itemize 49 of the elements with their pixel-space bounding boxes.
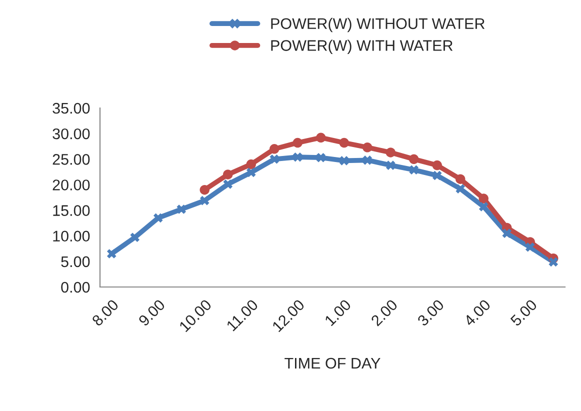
point xyxy=(409,165,419,175)
x-axis-title: TIME OF DAY xyxy=(284,358,380,369)
point xyxy=(223,180,233,189)
legend-label: POWER(W) WITH WATER xyxy=(271,40,453,54)
point xyxy=(246,168,256,178)
x-tick-label: 5.00 xyxy=(510,298,538,327)
legend-label: POWER(W) WITHOUT WATER xyxy=(271,18,485,32)
x-tick-label: 4.00 xyxy=(463,298,492,327)
y-tick-label: 0.00 xyxy=(61,282,90,293)
x-tick-label: 9.00 xyxy=(138,298,166,327)
point xyxy=(106,249,116,258)
point xyxy=(409,154,419,164)
y-tick-label: 25.00 xyxy=(52,154,90,165)
point xyxy=(292,138,302,148)
point xyxy=(432,160,442,170)
point xyxy=(525,242,535,252)
y-tick-label: 15.00 xyxy=(53,205,90,216)
point xyxy=(339,138,349,148)
y-tick-label: 20.00 xyxy=(52,180,90,190)
point xyxy=(548,257,558,267)
y-tick-label: 35.00 xyxy=(52,102,90,114)
point xyxy=(270,154,280,164)
y-tick-label: 5.00 xyxy=(61,256,90,268)
x-tick-label: 3.00 xyxy=(416,298,445,327)
point xyxy=(386,160,396,170)
point xyxy=(200,184,210,195)
y-tick-label: 30.00 xyxy=(52,128,90,140)
point xyxy=(478,194,488,204)
point xyxy=(316,152,326,162)
point xyxy=(456,184,466,194)
point xyxy=(386,148,396,158)
point xyxy=(153,213,163,223)
point xyxy=(502,228,512,238)
point xyxy=(130,232,140,242)
point xyxy=(478,202,488,212)
point xyxy=(316,132,326,143)
point xyxy=(200,196,210,206)
point xyxy=(292,152,302,162)
point xyxy=(362,142,372,152)
point xyxy=(270,144,280,154)
point xyxy=(432,170,442,180)
point xyxy=(246,159,256,170)
point xyxy=(223,170,233,180)
point xyxy=(339,156,349,166)
point xyxy=(362,156,372,165)
point xyxy=(456,174,466,184)
x-tick-label: 8.00 xyxy=(91,298,120,327)
point xyxy=(176,204,186,214)
y-tick-label: 10.00 xyxy=(53,230,90,242)
